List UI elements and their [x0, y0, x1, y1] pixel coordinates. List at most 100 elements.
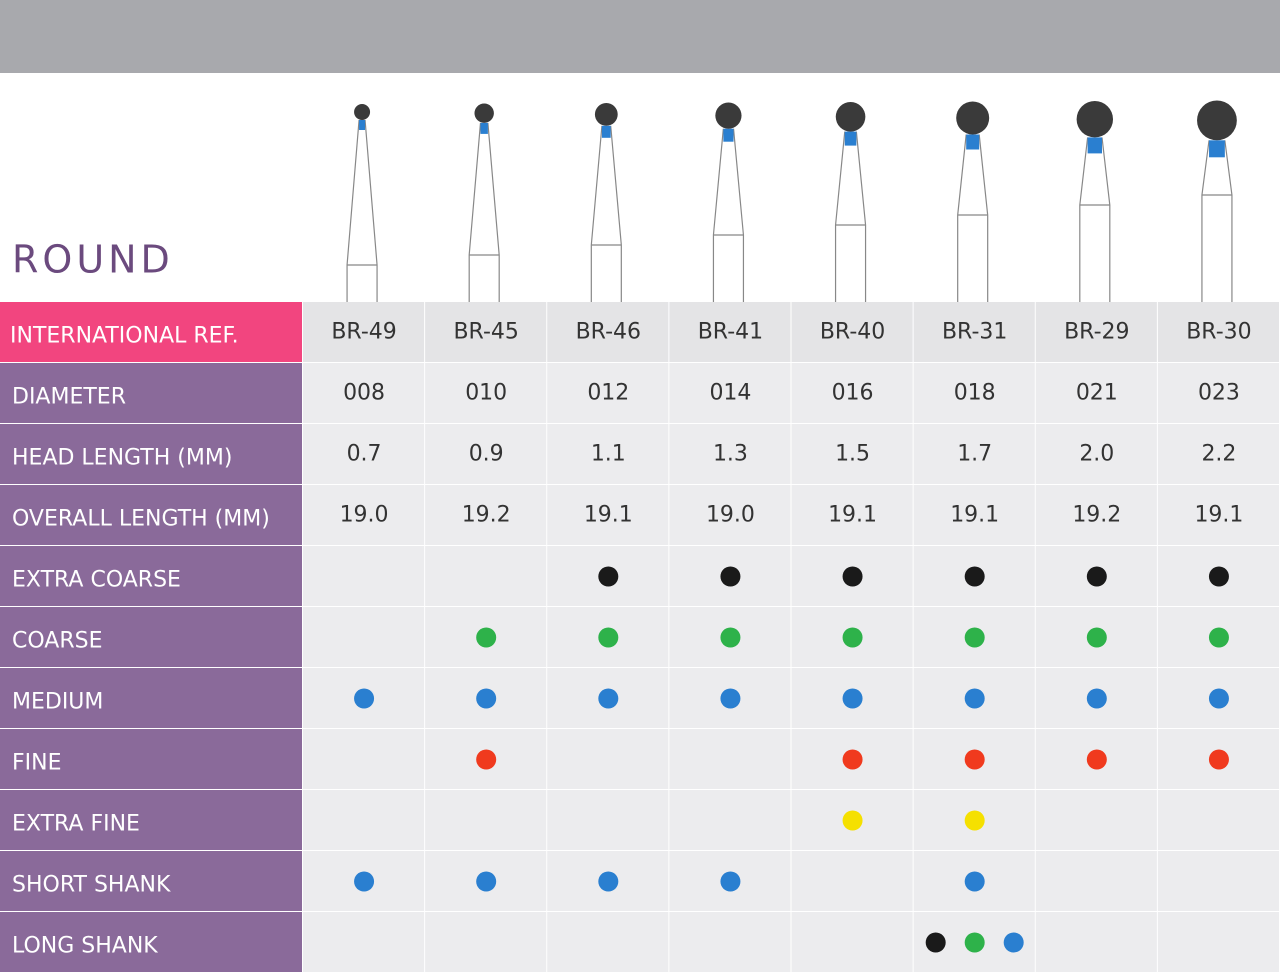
- cell-bg: [1157, 424, 1279, 484]
- ref: BR-49: [331, 320, 396, 345]
- row-label-bg: [0, 790, 302, 850]
- dot: [720, 688, 741, 709]
- row-label-bg: [0, 851, 302, 911]
- dot: [1208, 688, 1229, 709]
- ref-label-bg: [0, 302, 302, 362]
- dot: [1208, 749, 1229, 770]
- ref-cell-bg: [1035, 302, 1157, 362]
- cell-text: 19.0: [340, 503, 389, 528]
- cell-bg: [913, 363, 1035, 423]
- dot: [354, 688, 375, 709]
- cell-text: 19.1: [950, 503, 999, 528]
- cell-text: 1.3: [713, 442, 748, 467]
- cell-bg: [425, 790, 547, 850]
- cell-text: 014: [709, 381, 751, 406]
- dot: [598, 566, 619, 587]
- ref-cell-bg: [425, 302, 547, 362]
- ref-cell-bg: [1157, 302, 1279, 362]
- bur-neck: [601, 125, 611, 138]
- cell-bg: [303, 546, 425, 606]
- cell-bg: [303, 790, 425, 850]
- bur-head: [715, 102, 742, 129]
- dot: [354, 871, 375, 892]
- cell-bg: [1035, 851, 1157, 911]
- dot: [964, 749, 985, 770]
- cell-text: 2.0: [1079, 442, 1114, 467]
- dot: [476, 627, 497, 648]
- bur-head: [956, 101, 990, 135]
- cell-text: 1.7: [957, 442, 992, 467]
- dot: [598, 688, 619, 709]
- row-label: EXTRA COARSE: [12, 568, 181, 593]
- bur-head: [1076, 101, 1114, 138]
- cell-bg: [303, 485, 425, 545]
- dot: [964, 871, 985, 892]
- cell-text: 018: [954, 381, 996, 406]
- dot: [964, 932, 985, 953]
- cell-bg: [669, 790, 791, 850]
- ref-cell-bg: [913, 302, 1035, 362]
- cell-text: 19.1: [828, 503, 877, 528]
- cell-text: 19.0: [706, 503, 755, 528]
- row-label-bg: [0, 546, 302, 606]
- cell-text: 19.2: [462, 503, 511, 528]
- bur-neck: [1087, 137, 1103, 154]
- cell-bg: [791, 424, 913, 484]
- bur-neck: [966, 134, 980, 150]
- row-label: MEDIUM: [12, 690, 103, 715]
- ref: BR-31: [942, 320, 1007, 345]
- dot: [1086, 749, 1107, 770]
- row-label-bg: [0, 363, 302, 423]
- row-label-bg: [0, 607, 302, 667]
- cell-bg: [547, 790, 669, 850]
- cell-bg: [1035, 485, 1157, 545]
- cell-bg: [669, 424, 791, 484]
- row-label: OVERALL LENGTH (MM): [12, 507, 270, 532]
- row-label: EXTRA FINE: [12, 812, 140, 837]
- cell-bg: [791, 485, 913, 545]
- dot: [720, 871, 741, 892]
- cell-text: 19.1: [584, 503, 633, 528]
- bur-neck: [359, 120, 366, 130]
- cell-bg: [547, 912, 669, 972]
- ref-label: INTERNATIONAL REF.: [10, 324, 239, 349]
- cell-bg: [1157, 851, 1279, 911]
- row-label-bg: [0, 729, 302, 789]
- ref-cell-bg: [303, 302, 425, 362]
- ref: BR-41: [698, 320, 763, 345]
- bur-drawings: [346, 100, 1237, 302]
- bur-head: [1197, 100, 1237, 141]
- cell-bg: [1157, 363, 1279, 423]
- ref: BR-29: [1064, 320, 1129, 345]
- bur-head: [354, 104, 371, 120]
- cell-bg: [791, 851, 913, 911]
- cell-text: 2.2: [1201, 442, 1236, 467]
- cell-text: 1.1: [591, 442, 626, 467]
- dot: [1208, 627, 1229, 648]
- ref-cell-bg: [791, 302, 913, 362]
- cell-text: 1.5: [835, 442, 870, 467]
- bur-head: [474, 103, 494, 123]
- bur-shank: [834, 131, 867, 302]
- bur-neck: [723, 128, 734, 142]
- dot: [842, 688, 863, 709]
- bur-shank: [712, 128, 745, 302]
- row-label: DIAMETER: [12, 385, 126, 410]
- cell-bg: [669, 912, 791, 972]
- row-label-bg: [0, 424, 302, 484]
- dot: [964, 566, 985, 587]
- dot: [964, 688, 985, 709]
- ref: BR-45: [453, 320, 518, 345]
- bur-shank: [1079, 137, 1111, 302]
- row-label: FINE: [12, 751, 62, 776]
- bur-neck: [844, 131, 857, 146]
- cell-bg: [1157, 790, 1279, 850]
- dot: [1086, 688, 1107, 709]
- cell-bg: [913, 485, 1035, 545]
- cell-bg: [669, 485, 791, 545]
- dot: [1086, 566, 1107, 587]
- row-label: LONG SHANK: [12, 934, 158, 959]
- cell-bg: [303, 363, 425, 423]
- dot: [1003, 932, 1024, 953]
